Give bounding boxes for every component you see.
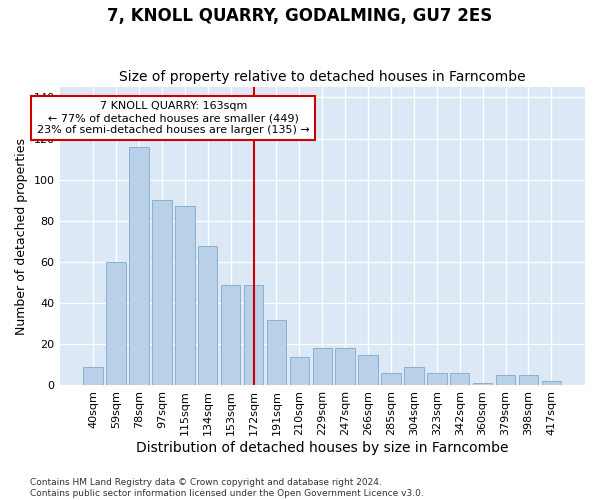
Bar (427, 373, 446, 386)
Text: 7, KNOLL QUARRY, GODALMING, GU7 2ES: 7, KNOLL QUARRY, GODALMING, GU7 2ES (107, 8, 493, 26)
Bar (129, 146, 149, 386)
Bar (450, 373, 469, 386)
X-axis label: Distribution of detached houses by size in Farncombe: Distribution of detached houses by size … (136, 441, 509, 455)
Text: Contains HM Land Registry data © Crown copyright and database right 2024.
Contai: Contains HM Land Registry data © Crown c… (30, 478, 424, 498)
Bar (542, 382, 561, 386)
Bar (175, 206, 194, 386)
Bar (152, 200, 172, 386)
Title: Size of property relative to detached houses in Farncombe: Size of property relative to detached ho… (119, 70, 526, 85)
Bar (290, 356, 309, 386)
Bar (473, 384, 493, 386)
Y-axis label: Number of detached properties: Number of detached properties (15, 138, 28, 335)
Bar (496, 375, 515, 386)
Bar (106, 262, 126, 386)
Bar (313, 348, 332, 386)
Bar (335, 348, 355, 386)
Bar (358, 354, 378, 386)
Bar (381, 373, 401, 386)
Text: 7 KNOLL QUARRY: 163sqm
← 77% of detached houses are smaller (449)
23% of semi-de: 7 KNOLL QUARRY: 163sqm ← 77% of detached… (37, 102, 310, 134)
Bar (404, 367, 424, 386)
Bar (198, 246, 217, 386)
Bar (221, 284, 241, 386)
Bar (267, 320, 286, 386)
Bar (519, 375, 538, 386)
Bar (83, 367, 103, 386)
Bar (244, 284, 263, 386)
